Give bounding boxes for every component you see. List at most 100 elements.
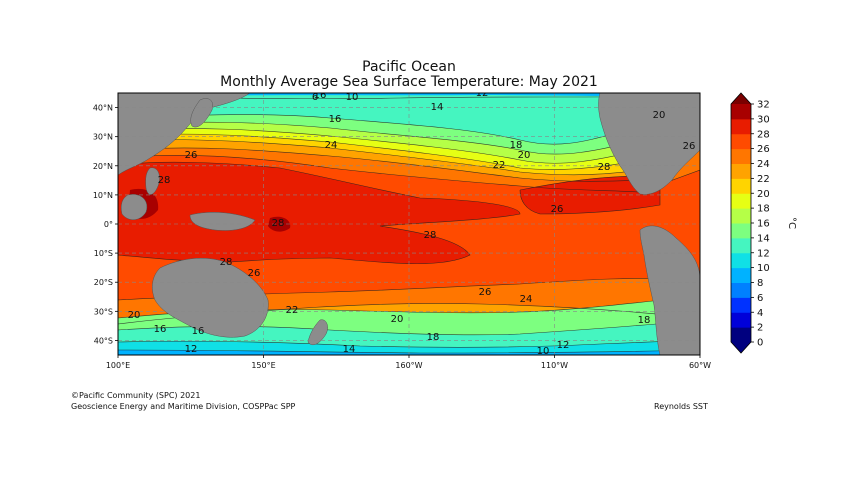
contour-label: 20 bbox=[653, 110, 666, 121]
colorbar-tick-label: 4 bbox=[757, 308, 763, 319]
colorbar-tick-label: 8 bbox=[757, 278, 763, 289]
contour-label: 16 bbox=[154, 324, 167, 335]
colorbar-segment bbox=[731, 118, 751, 135]
credit-line-1: ©Pacific Community (SPC) 2021 bbox=[71, 391, 201, 400]
colorbar-unit-label: °C bbox=[786, 217, 797, 229]
colorbar-tick-label: 24 bbox=[757, 159, 770, 170]
colorbar-min-arrow bbox=[731, 342, 751, 353]
lat-tick-label: 30°S bbox=[94, 307, 113, 316]
contour-label: 26 bbox=[683, 141, 696, 152]
colorbar-segment bbox=[731, 237, 751, 254]
contour-label: 22 bbox=[493, 160, 506, 171]
land-masses bbox=[118, 93, 700, 355]
contour-label: 22 bbox=[286, 305, 299, 316]
lon-tick-label: 110°W bbox=[541, 361, 568, 370]
colorbar-tick-label: 20 bbox=[757, 189, 770, 200]
contour-label: 12 bbox=[185, 344, 198, 355]
contour-label: 14 bbox=[343, 344, 356, 355]
contour-label: 28 bbox=[220, 257, 233, 268]
contour-label: 26 bbox=[551, 204, 564, 215]
colorbar-tick-label: 6 bbox=[757, 293, 763, 304]
map-grid bbox=[118, 93, 700, 355]
colorbar-segment bbox=[731, 178, 751, 194]
contour-label: 16 bbox=[192, 326, 205, 337]
lat-tick-label: 0° bbox=[104, 220, 113, 229]
colorbar-tick-label: 16 bbox=[757, 219, 770, 230]
colorbar-segment bbox=[731, 104, 751, 120]
colorbar-segment bbox=[731, 327, 751, 343]
colorbar-tick-label: 12 bbox=[757, 248, 770, 259]
contour-label: 24 bbox=[520, 294, 533, 305]
contour-label: 20 bbox=[518, 150, 531, 161]
land-borneo bbox=[121, 194, 148, 220]
contour-label: 18 bbox=[638, 315, 651, 326]
colorbar-segment bbox=[731, 133, 751, 150]
contour-label: 18 bbox=[427, 332, 440, 343]
colorbar-segment bbox=[731, 267, 751, 283]
contour-label: 28 bbox=[158, 175, 171, 186]
land-south-america bbox=[639, 225, 700, 355]
land-philippines bbox=[145, 167, 160, 195]
colorbar-segment bbox=[731, 208, 751, 224]
contour-label: 20 bbox=[391, 314, 404, 325]
land-asia bbox=[118, 93, 251, 176]
sst-band-warm-core bbox=[128, 188, 291, 232]
lat-tick-label: 10°S bbox=[94, 249, 113, 258]
lat-tick-label: 20°S bbox=[94, 278, 113, 287]
contour-label: 16 bbox=[314, 90, 327, 101]
contour-label: 12 bbox=[476, 88, 489, 99]
contour-label: 18 bbox=[510, 140, 523, 151]
colorbar-segment bbox=[731, 163, 751, 179]
land-north-america bbox=[598, 93, 700, 195]
contour-label: 10 bbox=[346, 92, 359, 103]
contour-label: 28 bbox=[272, 218, 285, 229]
colorbar-segment bbox=[731, 148, 751, 164]
lat-tick-label: 40°N bbox=[93, 104, 113, 113]
lon-tick-label: 60°W bbox=[689, 361, 711, 370]
data-source: Reynolds SST bbox=[654, 402, 708, 411]
contour-label: 26 bbox=[185, 150, 198, 161]
lon-tick-label: 100°E bbox=[106, 361, 130, 370]
colorbar-tick-label: 28 bbox=[757, 129, 770, 140]
colorbar-max-arrow bbox=[731, 93, 751, 104]
contour-label: 6 bbox=[312, 92, 318, 103]
colorbar-segment bbox=[731, 282, 751, 298]
contour-label: 28 bbox=[424, 230, 437, 241]
land-japan bbox=[190, 98, 213, 128]
colorbar-tick-label: 22 bbox=[757, 174, 770, 185]
colorbar-segment bbox=[731, 297, 751, 313]
colorbar-segment bbox=[731, 312, 751, 328]
lon-tick-label: 160°W bbox=[395, 361, 422, 370]
colorbar-tick-label: 30 bbox=[757, 114, 770, 125]
colorbar-segment bbox=[731, 223, 751, 239]
lat-ticks: 40°N 30°N 20°N 10°N 0° 10°S 20°S 30°S 40°S bbox=[93, 104, 118, 345]
lon-ticks: 100°E 150°E 160°W 110°W 60°W bbox=[106, 355, 711, 370]
map-title: Pacific Ocean bbox=[362, 59, 456, 75]
contour-label: 10 bbox=[537, 346, 550, 357]
contour-label: 16 bbox=[329, 114, 342, 125]
land-australia bbox=[152, 257, 269, 338]
contour-label: 26 bbox=[479, 287, 492, 298]
land-new-guinea bbox=[189, 212, 256, 231]
colorbar-tick-label: 2 bbox=[757, 323, 763, 334]
lat-tick-label: 20°N bbox=[93, 162, 113, 171]
credit-line-2: Geoscience Energy and Maritime Division,… bbox=[71, 402, 296, 411]
colorbar-tick-label: 32 bbox=[757, 100, 770, 111]
contour-label: 12 bbox=[557, 340, 570, 351]
contour-label: 14 bbox=[431, 102, 444, 113]
colorbar-tick-label: 18 bbox=[757, 204, 770, 215]
colorbar-tick-label: 0 bbox=[757, 338, 763, 349]
lat-tick-label: 30°N bbox=[93, 133, 113, 142]
contour-label: 28 bbox=[598, 162, 611, 173]
colorbar-tick-label: 14 bbox=[757, 233, 770, 244]
contour-label: 26 bbox=[248, 268, 261, 279]
lat-tick-label: 40°S bbox=[94, 336, 113, 345]
colorbar-segment bbox=[731, 193, 751, 209]
colorbar-segment bbox=[731, 252, 751, 269]
land-new-zealand bbox=[307, 319, 328, 345]
colorbar-tick-label: 10 bbox=[757, 263, 770, 274]
sst-band-warm-west bbox=[118, 162, 520, 264]
